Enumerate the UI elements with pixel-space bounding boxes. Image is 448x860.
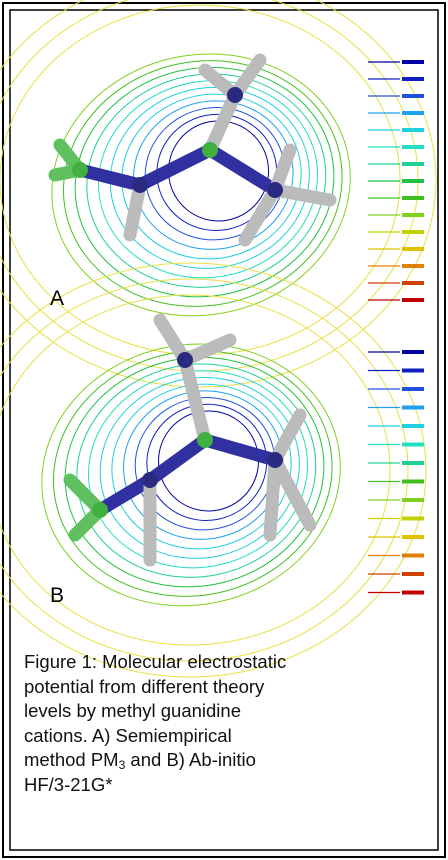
figure-caption: Figure 1: Molecular electrostatic potent… [24,650,424,797]
caption-text: and B) Ab-initio [125,749,256,770]
figure-page: A B Figure 1: Molecular electrostatic po… [0,0,448,860]
legend-swatch [402,264,424,268]
caption-line: cations. A) Semiempirical [24,725,232,746]
atom [177,352,193,368]
legend-swatch [402,60,424,64]
legend-swatch [402,572,424,576]
contour [0,0,436,387]
legend-swatch [402,213,424,217]
atom [92,502,108,518]
bond [210,150,275,190]
bond [275,190,330,200]
legend-swatch [402,406,424,410]
atom [202,142,218,158]
panel-b [0,263,426,677]
bond [140,150,210,185]
legend-swatch [402,369,424,373]
caption-line: levels by methyl guanidine [24,700,241,721]
atom [132,177,148,193]
caption-text: method PM [24,749,119,770]
caption-line: potential from different theory [24,676,264,697]
panel-label: B [50,584,64,607]
bond [245,190,275,240]
legend-swatch [402,480,424,484]
legend-swatch [402,387,424,391]
caption-line: HF/3-21G* [24,774,112,795]
legend-swatch [402,350,424,354]
legend-swatch [402,517,424,521]
bond [205,440,275,460]
legend-swatch [402,443,424,447]
legend-swatch [402,281,424,285]
panel-a [0,0,436,387]
legend-swatch [402,535,424,539]
atom [197,432,213,448]
contour [0,263,426,677]
legend-swatch [402,145,424,149]
legend-swatch [402,179,424,183]
legend-swatch [402,554,424,558]
legend-swatch [402,162,424,166]
legend-swatch [402,247,424,251]
atom [142,472,158,488]
legend-swatch [402,498,424,502]
atom [227,87,243,103]
panel-label: A [50,287,64,310]
atom [267,182,283,198]
legend-swatch [402,94,424,98]
atom [72,162,88,178]
legend-swatch [402,77,424,81]
legend-swatch [402,298,424,302]
legend-swatch [402,128,424,132]
caption-line: Figure 1: Molecular electrostatic [24,651,286,672]
bond [80,170,140,185]
legend-swatch [402,461,424,465]
legend-swatch [402,230,424,234]
legend-swatch [402,111,424,115]
legend-swatch [402,196,424,200]
atom [267,452,283,468]
legend-swatch [402,424,424,428]
legend-swatch [402,591,424,595]
